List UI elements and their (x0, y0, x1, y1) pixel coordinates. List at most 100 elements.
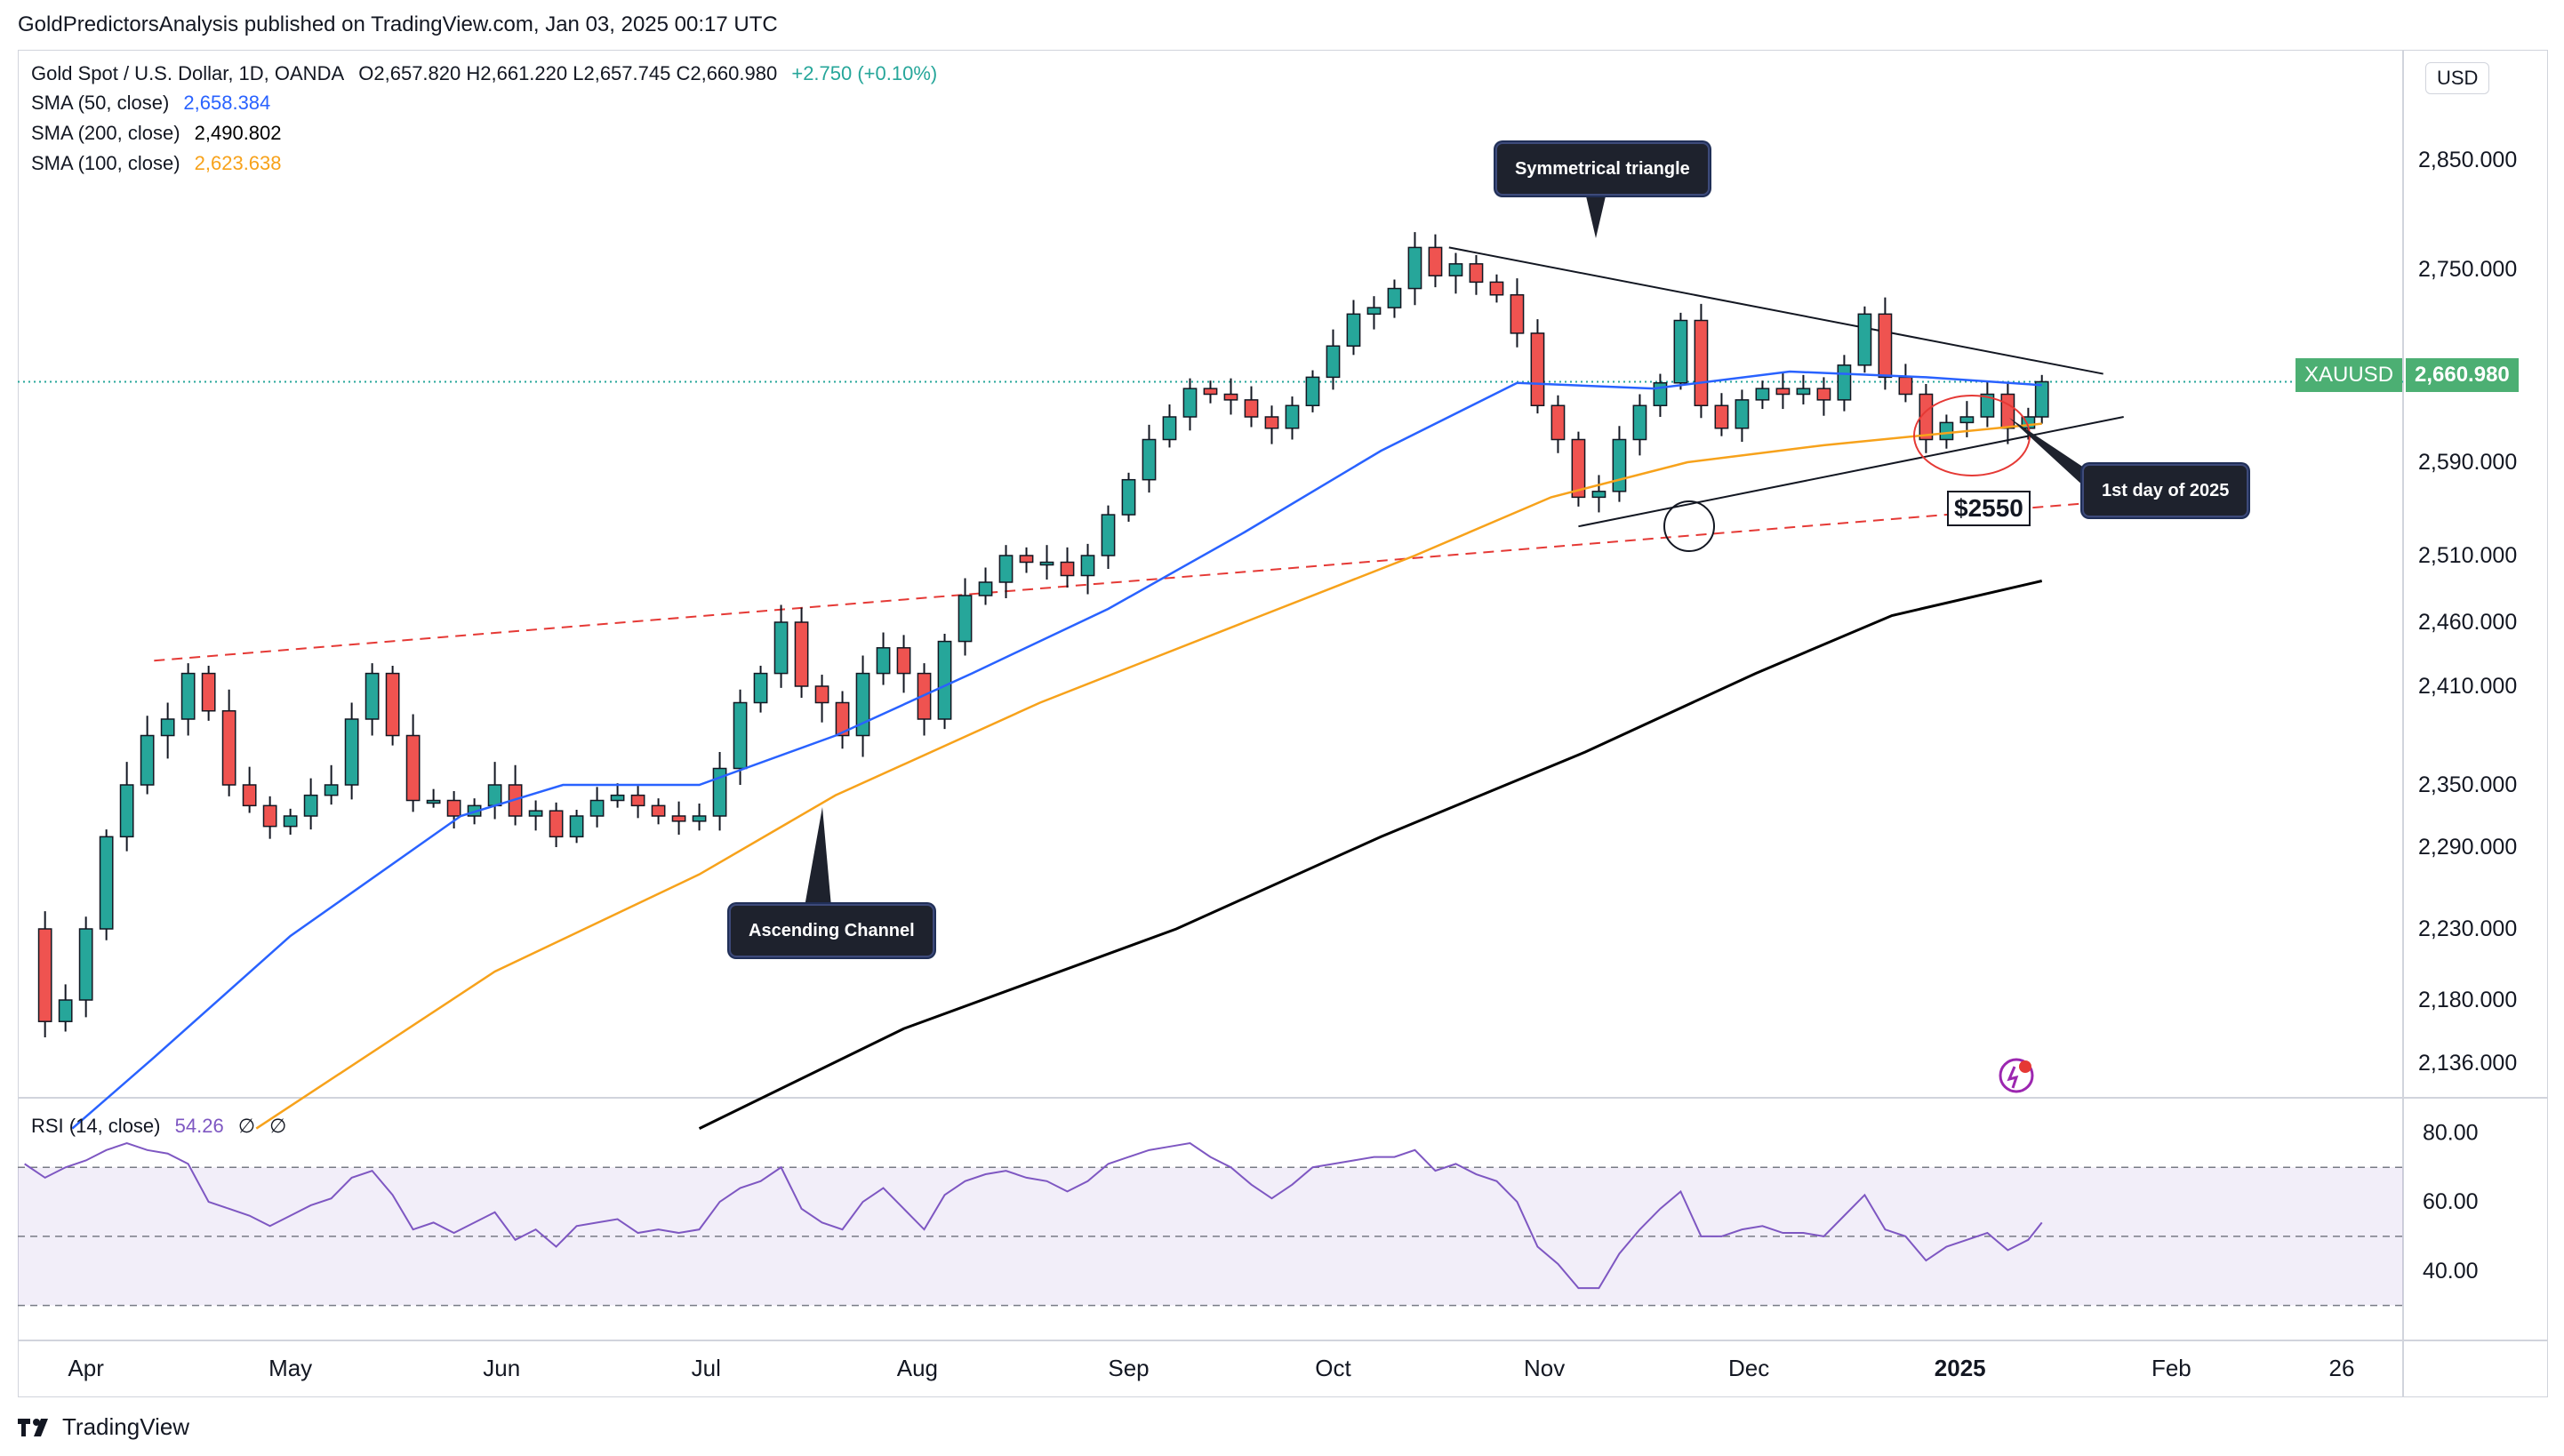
x-tick-label: 2025 (1935, 1355, 1986, 1381)
candle-body (201, 672, 216, 712)
candle-body (814, 685, 829, 704)
rsi-tick-label: 80.00 (2423, 1120, 2479, 1145)
channel-callout-pointer (805, 807, 831, 907)
candle-body (1775, 388, 1791, 396)
candle-body (671, 815, 686, 822)
symmetrical-triangle-callout: Symmetrical triangle (1494, 140, 1711, 197)
legend-symbol: Gold Spot / U.S. Dollar, 1D, OANDA (31, 62, 345, 84)
x-tick-label: 26 (2329, 1355, 2355, 1381)
rsi-value: 54.26 (174, 1115, 224, 1137)
candle-body (651, 804, 666, 817)
candle-body (855, 672, 870, 737)
candle-body (1612, 438, 1627, 492)
candle-body (1510, 294, 1525, 334)
y-tick-label: 2,750.000 (2418, 257, 2517, 282)
legend-row-sma50[interactable]: SMA (50, close) 2,658.384 (31, 92, 279, 115)
x-tick-label: Sep (1108, 1355, 1149, 1381)
rsi-legend[interactable]: RSI (14, close) 54.26 ∅ ∅ (31, 1115, 295, 1138)
candle-body (487, 784, 502, 807)
tradingview-logo-icon (18, 1418, 48, 1436)
candle-body (1550, 404, 1566, 441)
candle-body (344, 718, 359, 786)
candle-body (1980, 393, 1995, 418)
low-point-circle (1663, 500, 1715, 552)
sma100-value: 2,623.638 (194, 152, 282, 174)
candle-body (1285, 404, 1300, 429)
candle-body (773, 621, 789, 675)
y-tick-label: 2,460.000 (2418, 610, 2517, 635)
sma200-line (698, 580, 2043, 1130)
sma200-label: SMA (200, close) (31, 122, 180, 144)
publisher-line: GoldPredictorsAnalysis published on Trad… (18, 12, 778, 36)
rsi-tick-label: 60.00 (2423, 1189, 2479, 1214)
candle-body (1530, 332, 1545, 406)
candle-body (78, 928, 93, 1001)
currency-selector[interactable]: USD (2425, 62, 2490, 94)
rsi-tick-label: 40.00 (2423, 1259, 2479, 1284)
candle-body (1060, 561, 1075, 577)
candle-body (1366, 307, 1382, 316)
support-price-badge: $2550 (1947, 491, 2031, 526)
candle-body (1223, 393, 1238, 401)
triangle-callout-pointer (1584, 188, 1607, 238)
candle-body (1959, 416, 1975, 424)
candle-body (1939, 421, 1954, 441)
legend-ohlc: O2,657.820 H2,661.220 L2,657.745 C2,660.… (358, 62, 778, 84)
candle-body (1673, 319, 1688, 384)
candle-body (1898, 376, 1913, 396)
trendline-triangle-lower (1578, 416, 2124, 528)
candle-body (426, 799, 441, 804)
candle-body (1448, 263, 1463, 276)
candle-body (242, 784, 257, 807)
candle-body (1755, 388, 1770, 401)
candle-body (1019, 555, 1034, 564)
trendline-channel-resistance (154, 501, 2090, 662)
sma200-value: 2,490.802 (194, 122, 282, 144)
candle-body (589, 799, 605, 817)
footer-brand[interactable]: TradingView (18, 1413, 189, 1441)
candle-body (2034, 380, 2049, 418)
x-tick-label: Nov (1524, 1355, 1565, 1381)
candle-body (1080, 555, 1095, 577)
candle-body (1591, 491, 1607, 499)
legend-change: +2.750 (+0.10%) (791, 62, 938, 84)
sma50-line (71, 370, 2042, 1130)
candle-body (303, 794, 318, 817)
x-tick-label: Apr (68, 1355, 104, 1381)
candle-body (140, 734, 155, 786)
candle-body (1182, 388, 1198, 418)
y-tick-label: 2,850.000 (2418, 148, 2517, 172)
sma100-line (255, 422, 2042, 1130)
candle-body (283, 815, 298, 828)
y-tick-label: 2,590.000 (2418, 450, 2517, 475)
candle-body (262, 804, 277, 828)
candle-body (1203, 388, 1218, 396)
legend-row-sma200[interactable]: SMA (200, close) 2,490.802 (31, 122, 291, 145)
candle-body (1264, 416, 1279, 429)
legend-row-symbol: Gold Spot / U.S. Dollar, 1D, OANDA O2,65… (31, 62, 946, 85)
candle-body (549, 810, 564, 838)
legend-row-sma100[interactable]: SMA (100, close) 2,623.638 (31, 152, 291, 175)
ascending-channel-callout: Ascending Channel (727, 902, 936, 959)
candle-body (753, 672, 768, 704)
y-tick-label: 2,350.000 (2418, 772, 2517, 797)
candle-body (1039, 561, 1054, 566)
candle-body (1694, 319, 1709, 406)
candle-body (610, 794, 625, 802)
candle-body (119, 784, 134, 838)
candle-body (1162, 416, 1177, 441)
candle-body (1816, 388, 1831, 401)
candle-body (405, 734, 421, 802)
candle-body (385, 672, 400, 737)
event-lightning-icon[interactable] (1999, 1058, 2034, 1093)
sma100-label: SMA (100, close) (31, 152, 180, 174)
candle-body (630, 794, 645, 807)
candle-body (365, 672, 380, 720)
candle-body (324, 784, 339, 796)
candle-body (1878, 313, 1893, 379)
candle-body (528, 810, 543, 817)
last-price-tag: 2,660.980 (2406, 358, 2519, 392)
trendline-triangle-upper (1448, 246, 2103, 375)
footer-brand-label: TradingView (62, 1413, 190, 1440)
